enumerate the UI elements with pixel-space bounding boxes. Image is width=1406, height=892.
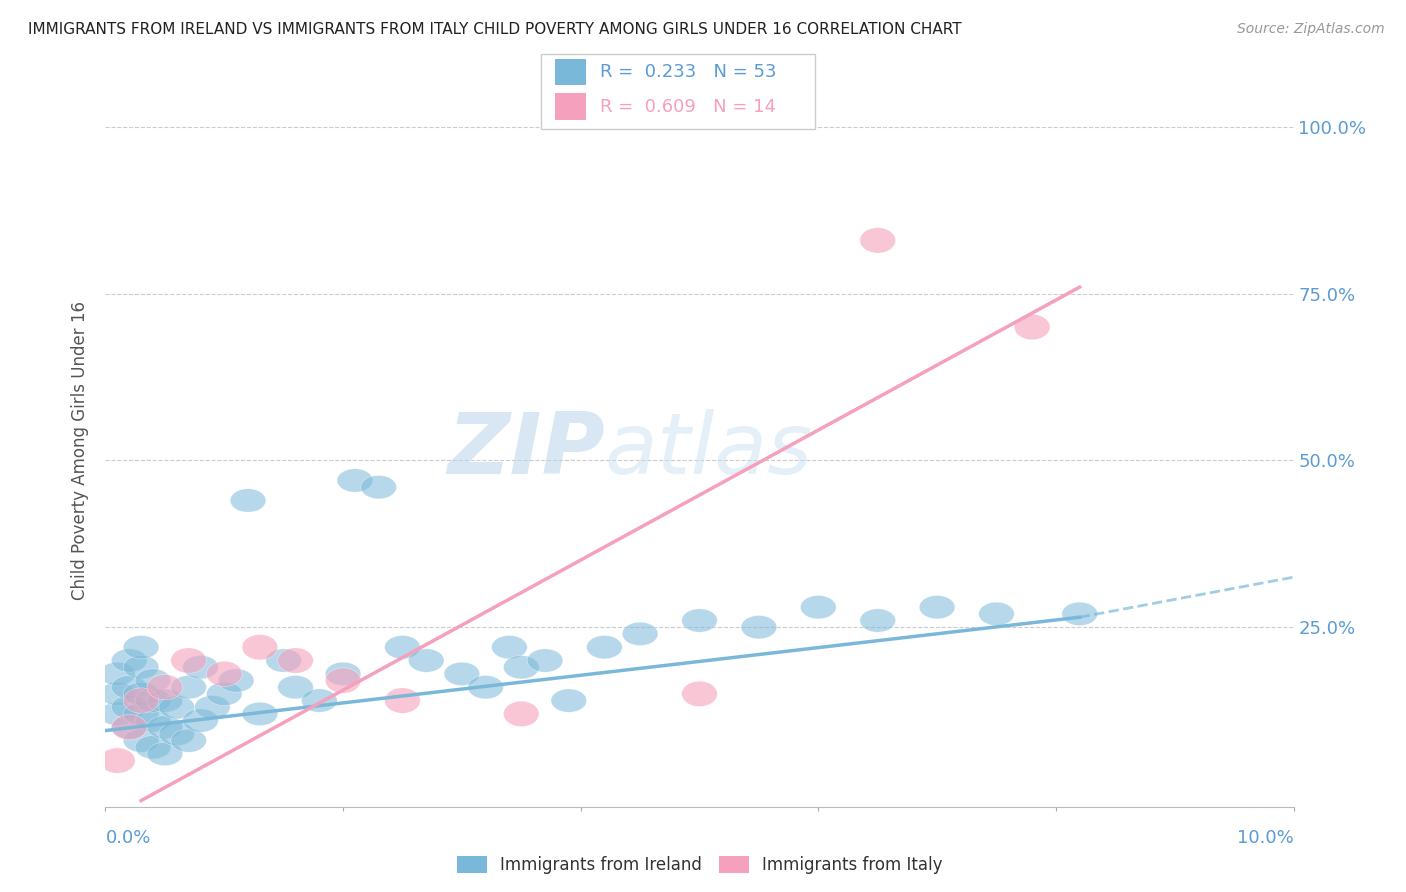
Ellipse shape <box>266 648 301 673</box>
Text: IMMIGRANTS FROM IRELAND VS IMMIGRANTS FROM ITALY CHILD POVERTY AMONG GIRLS UNDER: IMMIGRANTS FROM IRELAND VS IMMIGRANTS FR… <box>28 22 962 37</box>
Ellipse shape <box>551 689 586 712</box>
Text: atlas: atlas <box>605 409 813 492</box>
Ellipse shape <box>682 681 717 706</box>
Ellipse shape <box>148 689 183 712</box>
Ellipse shape <box>586 635 623 659</box>
Ellipse shape <box>100 662 135 686</box>
Ellipse shape <box>503 656 538 679</box>
Ellipse shape <box>385 688 420 714</box>
Ellipse shape <box>325 662 361 686</box>
Ellipse shape <box>1062 602 1098 625</box>
Text: 0.0%: 0.0% <box>105 829 150 847</box>
Ellipse shape <box>100 702 135 725</box>
Ellipse shape <box>682 609 717 632</box>
Ellipse shape <box>800 596 837 619</box>
Ellipse shape <box>278 675 314 699</box>
Ellipse shape <box>111 696 148 719</box>
Ellipse shape <box>148 715 183 739</box>
Ellipse shape <box>503 701 538 727</box>
Ellipse shape <box>111 715 148 739</box>
Ellipse shape <box>124 682 159 706</box>
Ellipse shape <box>159 723 194 746</box>
Ellipse shape <box>100 682 135 706</box>
Ellipse shape <box>242 634 278 660</box>
Ellipse shape <box>124 702 159 725</box>
Ellipse shape <box>183 656 218 679</box>
Ellipse shape <box>920 596 955 619</box>
Ellipse shape <box>361 475 396 499</box>
Ellipse shape <box>124 635 159 659</box>
Ellipse shape <box>468 675 503 699</box>
Ellipse shape <box>111 714 148 739</box>
Ellipse shape <box>1014 314 1050 340</box>
Legend: Immigrants from Ireland, Immigrants from Italy: Immigrants from Ireland, Immigrants from… <box>450 849 949 881</box>
Ellipse shape <box>207 682 242 706</box>
Ellipse shape <box>135 669 170 692</box>
Text: R =  0.609   N = 14: R = 0.609 N = 14 <box>600 98 776 116</box>
Ellipse shape <box>111 675 148 699</box>
Ellipse shape <box>860 609 896 632</box>
Y-axis label: Child Poverty Among Girls Under 16: Child Poverty Among Girls Under 16 <box>72 301 90 600</box>
Ellipse shape <box>148 742 183 765</box>
Ellipse shape <box>408 648 444 673</box>
Ellipse shape <box>183 709 218 732</box>
Ellipse shape <box>492 635 527 659</box>
Ellipse shape <box>170 729 207 752</box>
Ellipse shape <box>124 656 159 679</box>
Ellipse shape <box>111 648 148 673</box>
Ellipse shape <box>218 669 254 692</box>
Ellipse shape <box>100 747 135 773</box>
Ellipse shape <box>527 648 562 673</box>
Ellipse shape <box>135 689 170 712</box>
Text: ZIP: ZIP <box>447 409 605 492</box>
Ellipse shape <box>231 489 266 512</box>
Ellipse shape <box>170 648 207 673</box>
Ellipse shape <box>337 469 373 492</box>
Ellipse shape <box>385 635 420 659</box>
Ellipse shape <box>148 674 183 700</box>
Ellipse shape <box>301 689 337 712</box>
Ellipse shape <box>623 623 658 646</box>
Ellipse shape <box>194 696 231 719</box>
Ellipse shape <box>124 729 159 752</box>
Ellipse shape <box>207 661 242 687</box>
Ellipse shape <box>135 709 170 732</box>
Ellipse shape <box>444 662 479 686</box>
Ellipse shape <box>741 615 776 639</box>
Ellipse shape <box>278 648 314 673</box>
Ellipse shape <box>124 688 159 714</box>
Ellipse shape <box>979 602 1014 625</box>
Ellipse shape <box>325 668 361 693</box>
Text: 10.0%: 10.0% <box>1237 829 1294 847</box>
Text: Source: ZipAtlas.com: Source: ZipAtlas.com <box>1237 22 1385 37</box>
Ellipse shape <box>242 702 278 725</box>
Ellipse shape <box>860 227 896 253</box>
Ellipse shape <box>159 696 194 719</box>
Text: R =  0.233   N = 53: R = 0.233 N = 53 <box>600 63 778 81</box>
Ellipse shape <box>135 736 170 759</box>
Ellipse shape <box>170 675 207 699</box>
